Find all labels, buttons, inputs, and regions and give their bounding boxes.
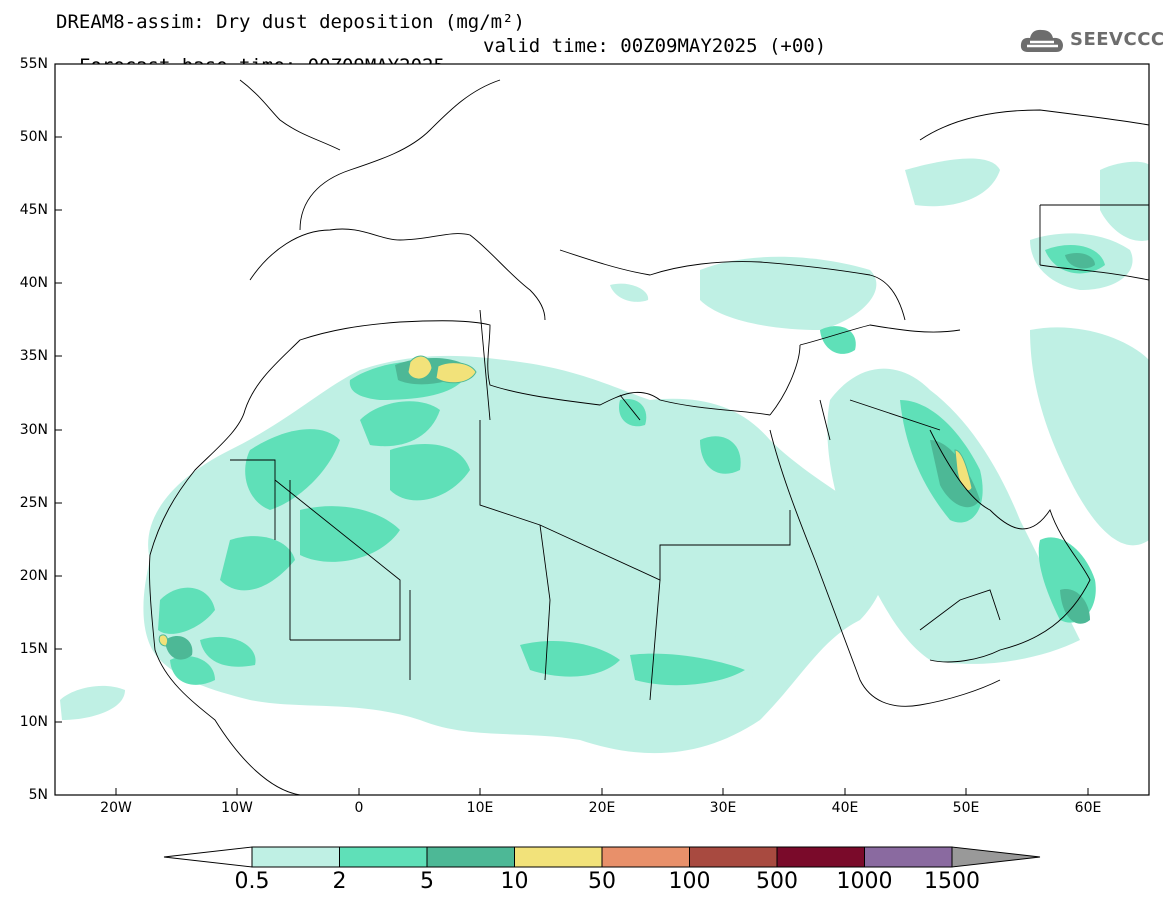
map-title: DREAM8-assim: Dry dust deposition (mg/m²… (56, 11, 525, 33)
colorbar-level-label: 0.5 (234, 869, 270, 894)
lat-label: 50N (19, 129, 48, 145)
lat-label: 5N (28, 787, 48, 803)
lon-label: 0 (354, 800, 364, 816)
colorbar-swatch (864, 846, 953, 868)
lat-label: 40N (19, 275, 48, 291)
colorbar-swatch (514, 846, 603, 868)
colorbar-level-label: 1000 (836, 869, 893, 894)
lat-label: 45N (19, 202, 48, 218)
logo-text: SEEVCCC (1070, 29, 1165, 50)
colorbar-swatch (601, 846, 690, 868)
colorbar-swatch (251, 846, 340, 868)
colorbar-level-label: 500 (756, 869, 798, 894)
colorbar-level-label: 10 (500, 869, 529, 894)
colorbar-swatch (426, 846, 515, 868)
lon-label: 20E (588, 800, 616, 816)
seevccc-logo: SEEVCCC (1018, 24, 1164, 58)
cloud-logo-icon (1020, 29, 1063, 52)
lon-label: 10E (466, 800, 494, 816)
lat-label: 25N (19, 495, 48, 511)
coastlines-and-borders (149, 79, 1149, 795)
colorbar-level-label: 5 (420, 869, 434, 894)
colorbar-level-label: 100 (668, 869, 711, 894)
lon-label: 10W (221, 800, 253, 816)
colorbar-level-label: 1500 (924, 869, 980, 894)
colorbar-swatch (339, 846, 428, 868)
lon-label: 50E (952, 800, 980, 816)
lat-label: 20N (19, 568, 48, 584)
colorbar-high-arrow (951, 846, 1041, 868)
colorbar-swatch (776, 846, 865, 868)
lat-label: 35N (19, 348, 48, 364)
lat-label: 15N (19, 641, 48, 657)
lon-label: 60E (1074, 800, 1102, 816)
valid-time: valid time: 00Z09MAY2025 (+00) (483, 35, 827, 57)
colorbar-low-arrow (163, 846, 253, 868)
lat-label: 55N (19, 56, 48, 72)
lat-label: 10N (19, 714, 48, 730)
colorbar-level-label: 2 (332, 869, 347, 894)
colorbar-swatch (689, 846, 778, 868)
lat-label: 30N (19, 422, 48, 438)
lon-label: 30E (709, 800, 737, 816)
lon-label: 40E (831, 800, 859, 816)
deposition-level-10 (158, 355, 973, 647)
axis-ticks (55, 136, 1089, 795)
colorbar-level-label: 50 (588, 869, 616, 894)
lon-label: 20W (100, 800, 132, 816)
